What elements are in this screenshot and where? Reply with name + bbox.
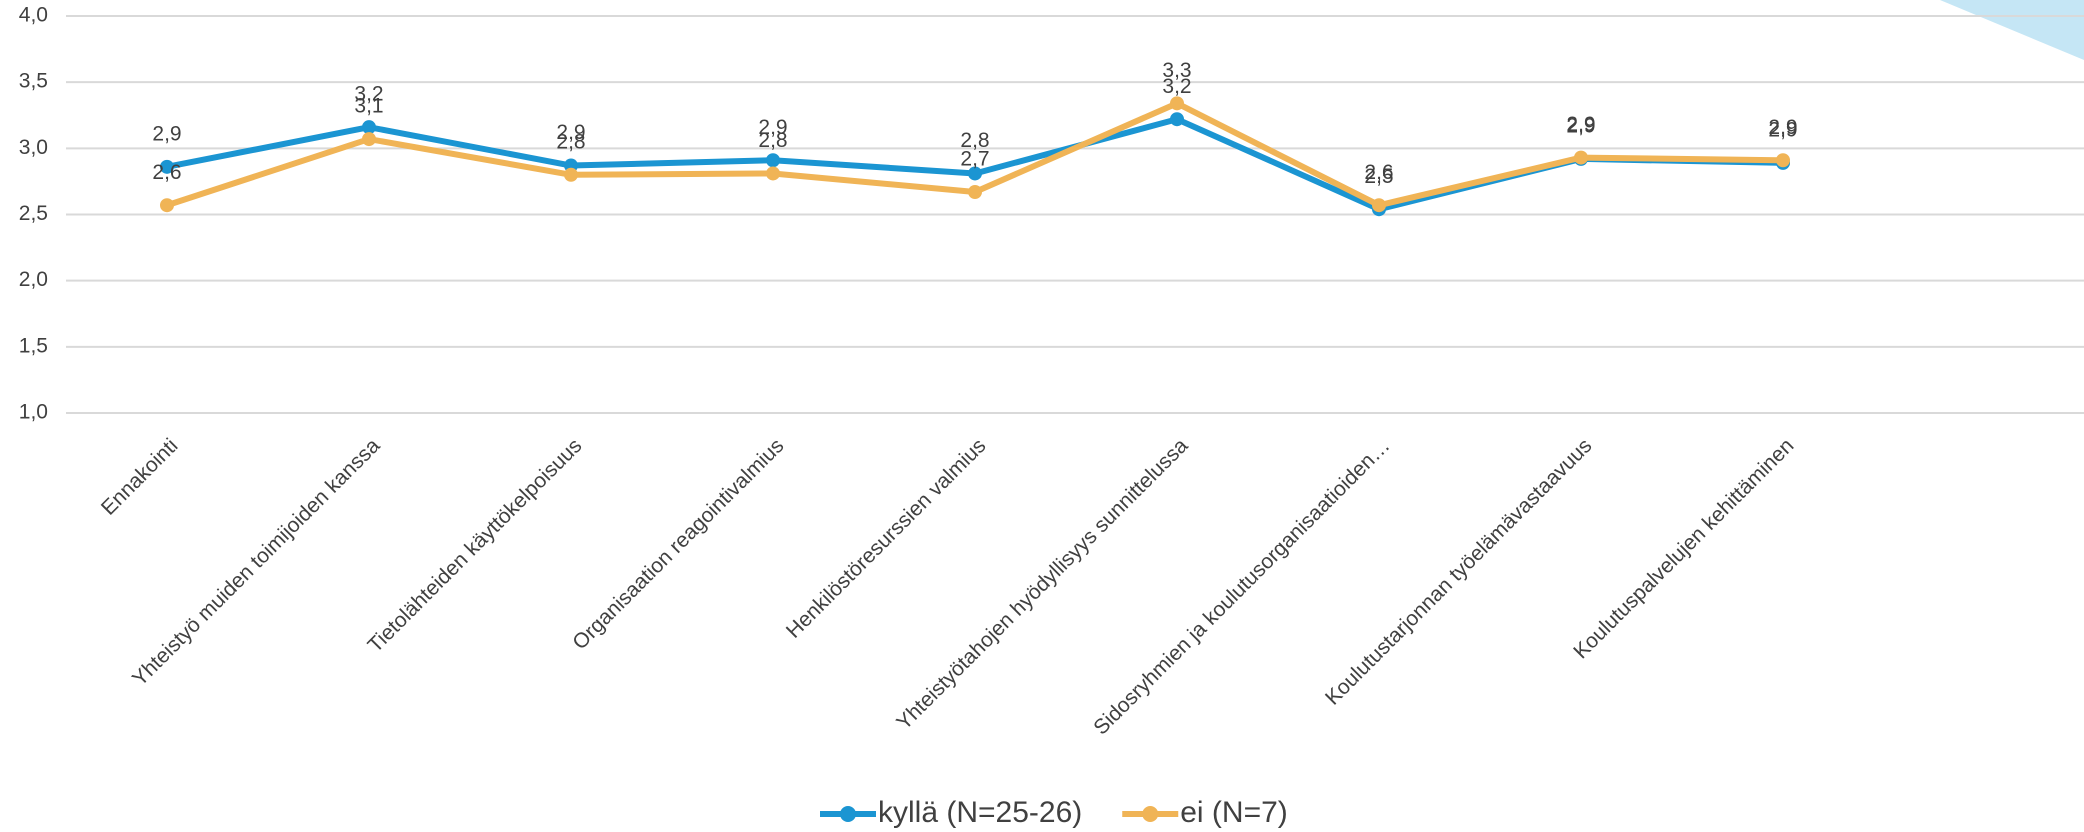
data-label: 3,2 [354,83,383,106]
data-label: 2,9 [1768,118,1797,141]
data-point [1776,153,1790,168]
data-label: 3,3 [1162,59,1191,82]
legend-label: ei (N=7) [1180,796,1288,829]
decoration [1940,0,2084,60]
data-point [766,153,780,168]
y-tick-label: 3,5 [19,70,48,93]
legend-label: kyllä (N=25-26) [878,796,1082,829]
data-point [564,167,578,182]
y-tick-label: 2,0 [19,268,48,291]
data-label: 2,9 [556,121,585,144]
x-tick-label: Tietolähteiden käyttökelpoisuus [364,434,587,657]
data-label: 2,9 [1566,114,1595,137]
data-label: 2,6 [1364,161,1393,184]
data-point [1170,112,1184,127]
data-label: 2,5 [1364,165,1393,188]
y-tick-label: 1,0 [19,401,48,424]
data-point [766,166,780,181]
data-point [1170,96,1184,111]
x-tick-label: Organisaation reagointivalmius [568,434,788,654]
x-tick-label: Koulutuspalvelujen kehittäminen [1569,434,1798,663]
legend-marker [1142,806,1159,822]
data-label: 2,9 [152,122,181,145]
legend: kyllä (N=25-26) ei (N=7) [820,796,1288,829]
data-label: 2,7 [960,148,989,171]
data-point [160,159,174,174]
data-label: 2,8 [556,130,585,153]
data-point [968,185,982,200]
data-label: 2,9 [758,116,787,139]
x-tick-label: Henkilöstöresurssien valmius [782,434,991,643]
data-label: 3,2 [1162,75,1191,98]
data-label: 2,8 [758,129,787,152]
y-tick-label: 1,5 [19,334,48,357]
data-label: 2,6 [152,161,181,184]
y-tick-label: 3,0 [19,136,48,159]
data-label: 2,8 [960,129,989,152]
data-label: 3,1 [354,95,383,118]
x-tick-label: Yhteistyö muiden toimijoiden kanssa [128,434,385,691]
data-point [968,166,982,181]
y-tick-label: 2,5 [19,202,48,225]
data-label: 2,9 [1768,116,1797,139]
x-tick-label: Ennakointi [97,434,183,520]
y-tick-label: 4,0 [19,4,48,27]
data-point [362,132,376,147]
legend-marker [840,806,856,822]
data-point [1372,198,1386,213]
data-point [1574,150,1588,165]
data-point [160,198,174,213]
data-point [362,120,376,135]
data-label: 2,9 [1566,113,1595,136]
